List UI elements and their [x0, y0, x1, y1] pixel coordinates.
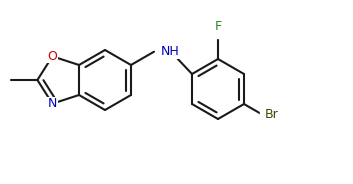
Text: N: N	[48, 97, 57, 110]
Text: Br: Br	[265, 108, 279, 121]
Text: NH: NH	[161, 45, 180, 58]
Text: O: O	[47, 50, 57, 63]
Text: F: F	[214, 20, 222, 33]
